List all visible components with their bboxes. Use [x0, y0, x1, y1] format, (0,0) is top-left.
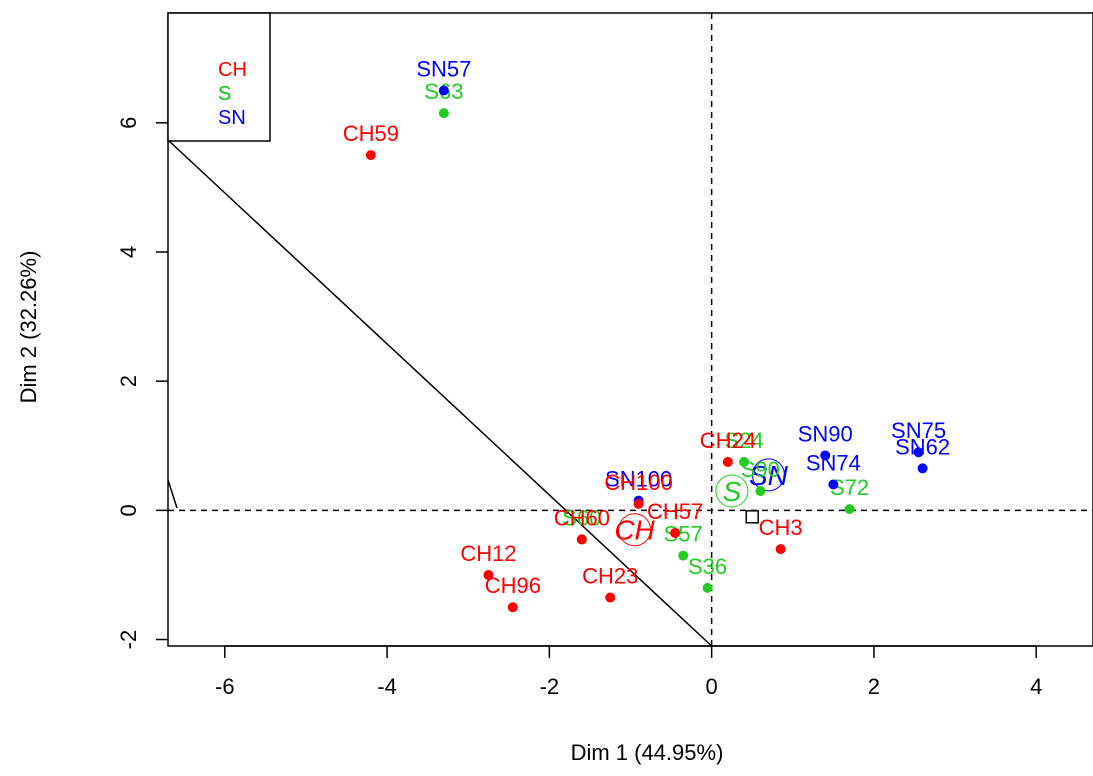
data-point	[439, 86, 449, 96]
data-point	[577, 534, 587, 544]
category-label: S	[723, 476, 742, 507]
data-point	[439, 108, 449, 118]
data-point	[703, 583, 713, 593]
data-point	[670, 528, 680, 538]
barycenter-marker	[746, 511, 758, 523]
data-point	[508, 602, 518, 612]
data-point	[755, 486, 765, 496]
x-axis-title: Dim 1 (44.95%)	[571, 740, 724, 765]
y-tick-label: -2	[116, 630, 141, 650]
point-label: CH3	[759, 515, 803, 540]
point-label: CH23	[582, 564, 638, 589]
point-label: S57	[664, 522, 703, 547]
y-tick-label: 2	[116, 375, 141, 387]
legend-entry: S	[218, 83, 231, 105]
data-point	[366, 150, 376, 160]
point-label: CH57	[647, 499, 703, 524]
data-point	[723, 457, 733, 467]
point-label: SN90	[798, 421, 853, 446]
legend-entry: CH	[218, 59, 247, 81]
y-tick-label: 4	[116, 246, 141, 258]
point-label: CH59	[343, 121, 399, 146]
x-tick-label: 0	[706, 674, 718, 699]
y-axis-title: Dim 2 (32.26%)	[16, 251, 41, 404]
point-label: CH100	[604, 470, 672, 495]
point-label: CH24	[700, 428, 756, 453]
x-tick-label: 4	[1030, 674, 1042, 699]
point-label: S36	[688, 554, 727, 579]
point-label: SN74	[806, 451, 861, 476]
data-point	[828, 480, 838, 490]
data-point	[634, 499, 644, 509]
data-point	[820, 450, 830, 460]
y-tick-label: 6	[116, 117, 141, 129]
x-tick-label: 2	[868, 674, 880, 699]
point-label: SN75	[891, 418, 946, 443]
diagonal-line-short	[168, 480, 177, 508]
data-point	[914, 447, 924, 457]
data-point	[918, 463, 928, 473]
point-label: CH60	[554, 505, 610, 530]
data-point	[605, 593, 615, 603]
legend-entry: SN	[218, 107, 246, 129]
point-label: CH12	[460, 541, 516, 566]
x-tick-label: -4	[377, 674, 397, 699]
data-point	[739, 457, 749, 467]
x-tick-label: -6	[215, 674, 235, 699]
y-tick-label: 0	[116, 504, 141, 516]
data-point	[678, 551, 688, 561]
plot-frame	[168, 13, 1093, 646]
data-point	[845, 504, 855, 514]
plot-layer: -6-4-2024-20246CHSSNCHSSNS63SN57CH59SN62…	[116, 13, 1093, 699]
point-label: SN57	[416, 57, 471, 82]
data-point	[776, 544, 786, 554]
x-tick-label: -2	[540, 674, 560, 699]
point-label: CH96	[485, 573, 541, 598]
